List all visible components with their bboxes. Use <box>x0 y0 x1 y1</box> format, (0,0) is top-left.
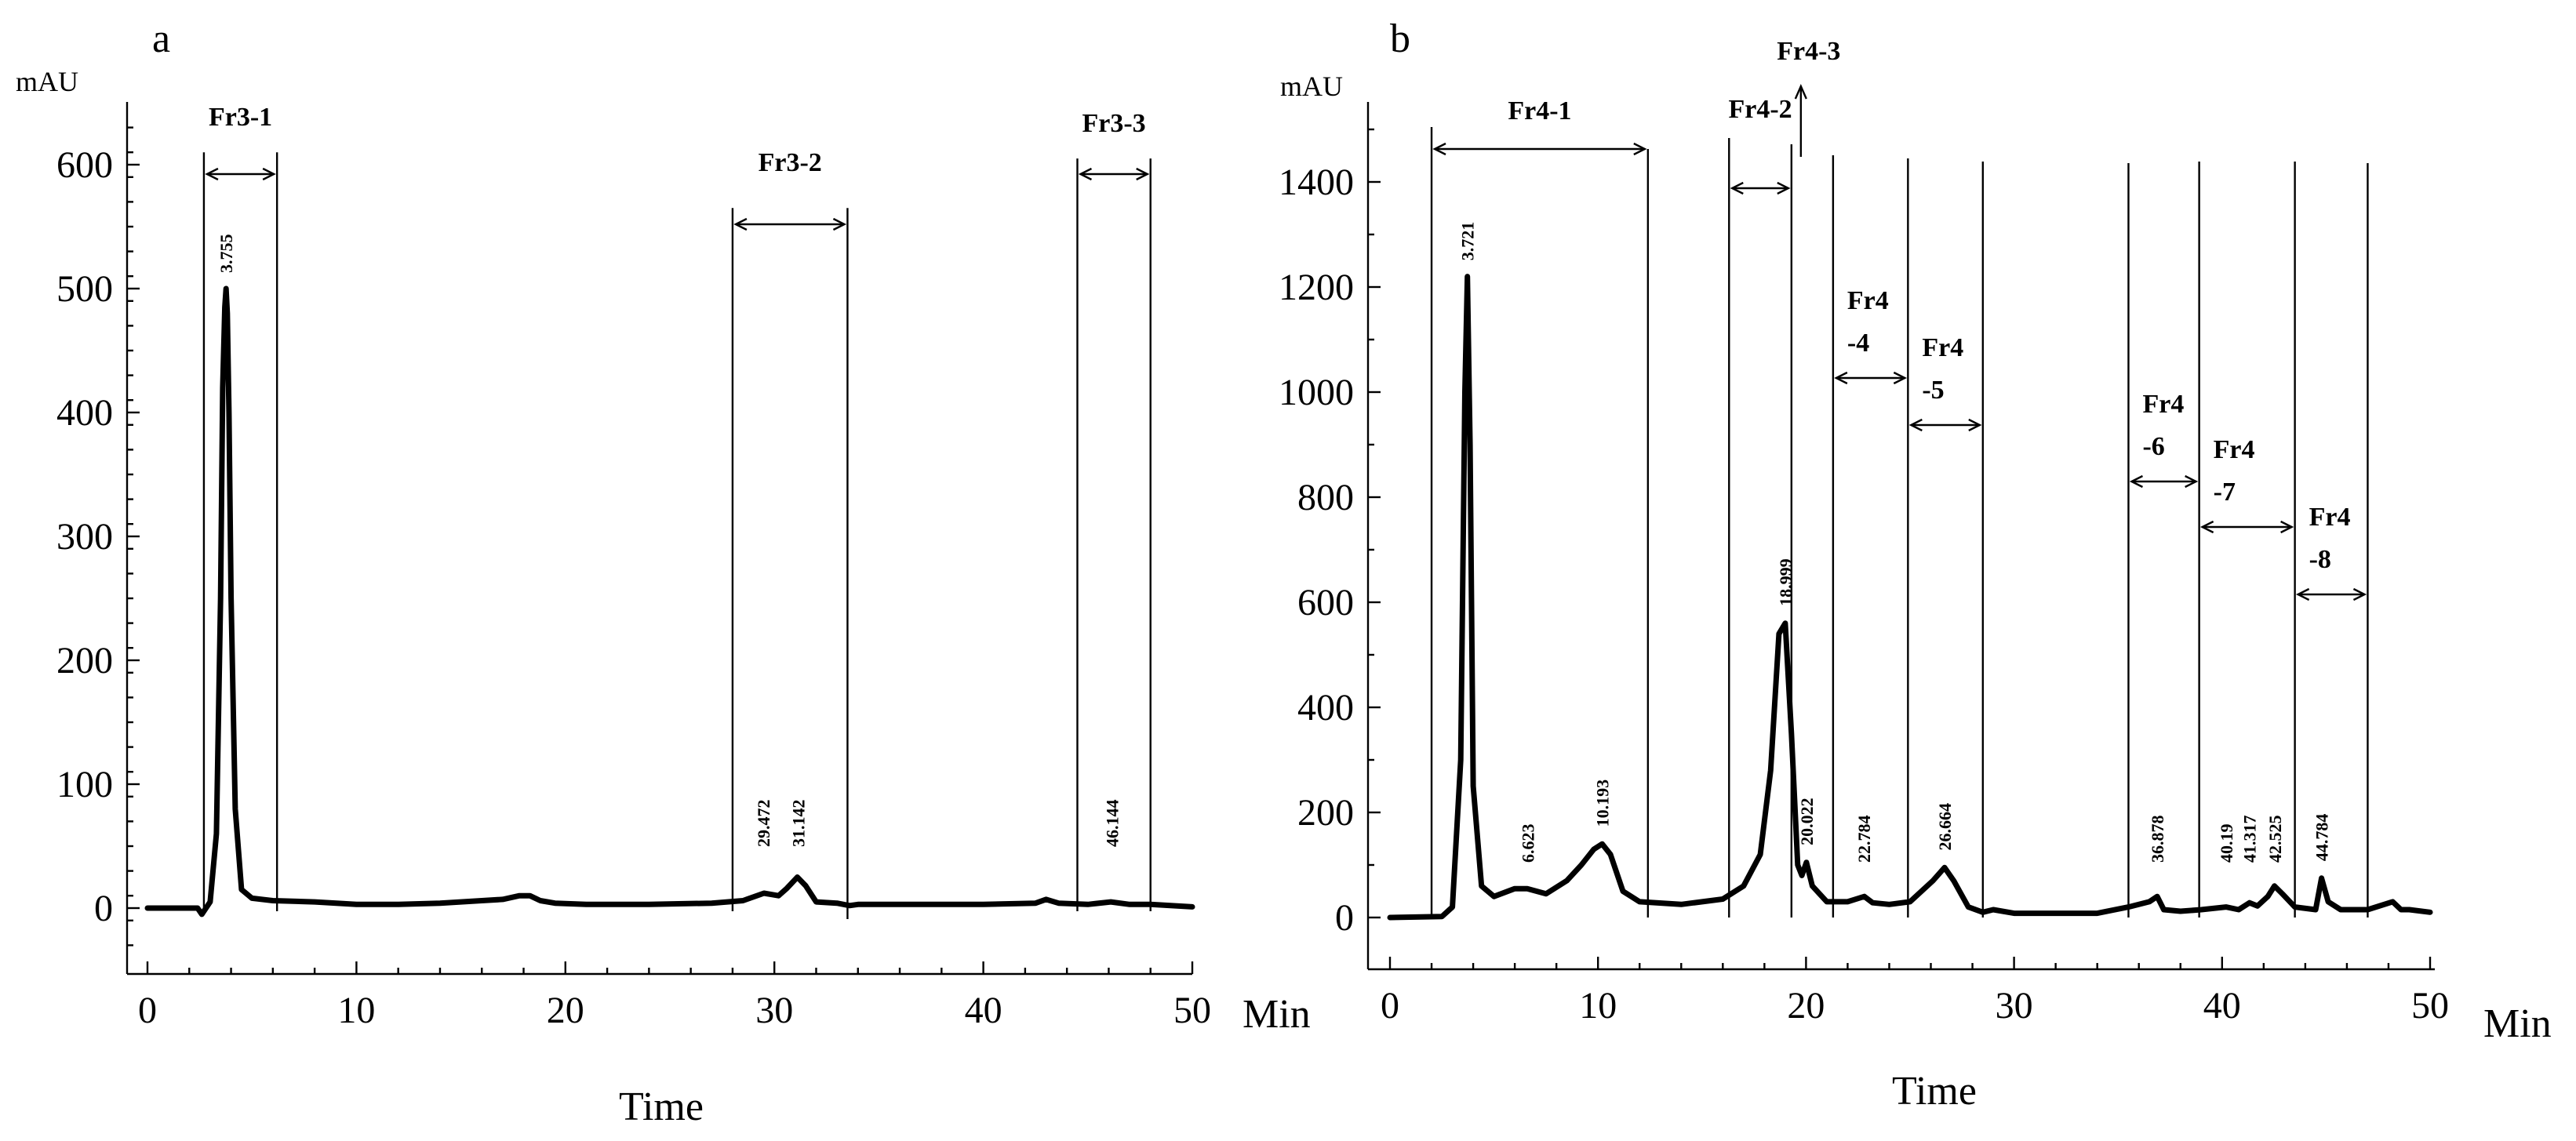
fraction-arrow-head <box>2129 474 2143 489</box>
panel-a-y-tick-label: 400 <box>56 392 113 434</box>
fraction-arrow-head <box>2280 520 2294 534</box>
panel-a-y-tick-label: 0 <box>94 888 113 929</box>
peak-retention-label: 31.142 <box>789 800 809 848</box>
peak-retention-label: 41.317 <box>2240 816 2260 863</box>
panel-b-trace <box>1387 274 2433 921</box>
panel-a-y-unit: mAU <box>16 66 78 97</box>
panel-b-y-tick-label: 200 <box>1297 792 1354 834</box>
fraction-label: Fr4 -5 <box>1922 333 1963 405</box>
fraction-label: Fr4-2 <box>1728 95 1792 124</box>
fraction-label: Fr4-1 <box>1508 96 1571 125</box>
peak-retention-label: 10.193 <box>1592 779 1612 827</box>
panel-b-x-tick-label: 20 <box>1787 985 1825 1027</box>
fraction-arrow-head <box>2295 587 2310 601</box>
fraction-label: Fr3-1 <box>209 103 272 132</box>
fraction-arrow-head <box>733 217 748 231</box>
fraction-label: Fr4 -4 <box>1847 286 1889 358</box>
panel-b-x-tick-label: 40 <box>2203 985 2241 1027</box>
fraction-arrow-head <box>2199 520 2214 534</box>
panel-a-x-tick-label: 40 <box>965 990 1002 1031</box>
fraction-arrow-head <box>262 167 276 181</box>
panel-a-fraction-markers: Fr3-1 Fr3-2 Fr3-3 <box>202 103 1152 919</box>
peak-retention-label: 40.19 <box>2217 824 2236 863</box>
panel-b-y-tick-label: 1200 <box>1279 267 1354 308</box>
fraction-arrow-head <box>1432 142 1446 156</box>
panel-b-x-tick-label: 10 <box>1579 985 1617 1027</box>
panel-b-y-tick-label: 400 <box>1297 687 1354 729</box>
panel-b-letter: b <box>1390 16 1410 61</box>
peak-retention-label: 29.472 <box>754 800 773 847</box>
fraction-arrow-head <box>2352 587 2367 601</box>
peak-retention-label: 6.623 <box>1519 824 1538 863</box>
peak-retention-label: 22.784 <box>1854 816 1874 863</box>
panel-a-x-axis-title: Time <box>619 1085 704 1129</box>
panel-a-letter: a <box>152 16 170 61</box>
panel-a-y-tick-label: 200 <box>56 640 113 681</box>
panel-b-y-tick-label: 1000 <box>1279 372 1354 413</box>
fraction-arrow-head <box>1136 167 1150 181</box>
panel-a-y-tick-label: 100 <box>56 764 113 805</box>
fraction-label: Fr3-2 <box>759 148 822 177</box>
fraction-arrow-head <box>832 217 847 231</box>
panel-a-y-tick-label: 600 <box>56 144 113 186</box>
fraction-arrow-head <box>1968 418 1982 432</box>
panel-b-y-tick-label: 1400 <box>1279 162 1354 203</box>
panel-a-ticks: 0 100 200 300 400 500 600 0 10 20 30 40 50 <box>56 126 1211 1031</box>
panel-a-x-tick-label: 50 <box>1173 990 1211 1031</box>
panel-b-y-unit: mAU <box>1280 71 1343 102</box>
fraction-label: Fr4-3 <box>1777 37 1840 66</box>
panel-b-y-tick-label: 600 <box>1297 582 1354 623</box>
panel-b-x-tick-label: 0 <box>1381 985 1399 1027</box>
fraction-label: Fr4 -7 <box>2214 435 2255 507</box>
panel-b-x-tick-label: 50 <box>2411 985 2449 1027</box>
panel-a-y-tick-label: 300 <box>56 516 113 558</box>
peak-retention-label: 42.525 <box>2265 816 2285 863</box>
peak-retention-label: 26.664 <box>1935 803 1955 851</box>
fraction-arrow-head <box>1777 181 1791 195</box>
panel-b-fraction-markers: Fr4-1 Fr4-2 Fr4-3 Fr4 -4 Fr4 -5 Fr4 -6 Fr4 -7 Fr4 -8 <box>1430 37 2369 918</box>
panel-a-x-unit: Min <box>1243 992 1311 1037</box>
panel-a-peak-labels: 3.755 29.472 31.142 46.144 <box>216 234 1122 847</box>
fraction-arrow-head <box>1730 181 1744 195</box>
panel-b-x-axis-title: Time <box>1892 1069 1977 1114</box>
fraction-arrow-head <box>1794 84 1807 100</box>
fraction-arrow-head <box>1633 142 1647 156</box>
panel-a-y-tick-label: 500 <box>56 268 113 310</box>
fraction-label: Fr4 -6 <box>2142 390 2184 461</box>
peak-retention-label: 46.144 <box>1102 800 1122 848</box>
panel-b-chart: b mAU Time Min 0200400600800100012001400… <box>1279 16 2552 1114</box>
panel-b-y-tick-label: 800 <box>1297 477 1354 518</box>
fraction-arrow-head <box>2185 474 2199 489</box>
peak-retention-label: 20.022 <box>1797 798 1817 845</box>
peak-retention-label: 3.721 <box>1458 222 1478 261</box>
panel-b-ticks: 0 200 400 600 800 1000 1200 1400 0 10 20 30 40 50 <box>1279 128 2449 1027</box>
peak-retention-label: 44.784 <box>2312 814 2332 862</box>
fraction-arrow-head <box>205 167 219 181</box>
panel-a-chart: a mAU Time Min 0 100 200 300 400 500 600 0 10 20 3… <box>16 16 1311 1129</box>
panel-a-x-tick-label: 20 <box>547 990 584 1031</box>
peak-retention-label: 3.755 <box>216 234 236 273</box>
panel-b-peak-labels: 3.721 6.623 10.193 18.999 20.022 22.784 26.664… <box>1458 222 2332 863</box>
peak-retention-label: 18.999 <box>1776 558 1796 606</box>
panel-b-x-unit: Min <box>2483 1001 2552 1046</box>
panel-a-x-tick-label: 10 <box>337 990 375 1031</box>
panel-a-x-tick-label: 30 <box>755 990 793 1031</box>
fraction-arrow-head <box>1078 167 1093 181</box>
panel-a-trace <box>144 285 1195 918</box>
panel-b-x-tick-label: 30 <box>1996 985 2033 1027</box>
fraction-label: Fr3-3 <box>1082 109 1146 138</box>
fraction-arrow-head <box>1893 371 1908 385</box>
peak-retention-label: 36.878 <box>2148 816 2167 863</box>
panel-b-y-tick-label: 0 <box>1335 897 1354 939</box>
fraction-arrow-head <box>1908 418 1923 432</box>
panel-a-x-tick-label: 0 <box>138 990 157 1031</box>
fraction-label: Fr4 -8 <box>2309 503 2351 574</box>
fraction-arrow-head <box>1834 371 1848 385</box>
